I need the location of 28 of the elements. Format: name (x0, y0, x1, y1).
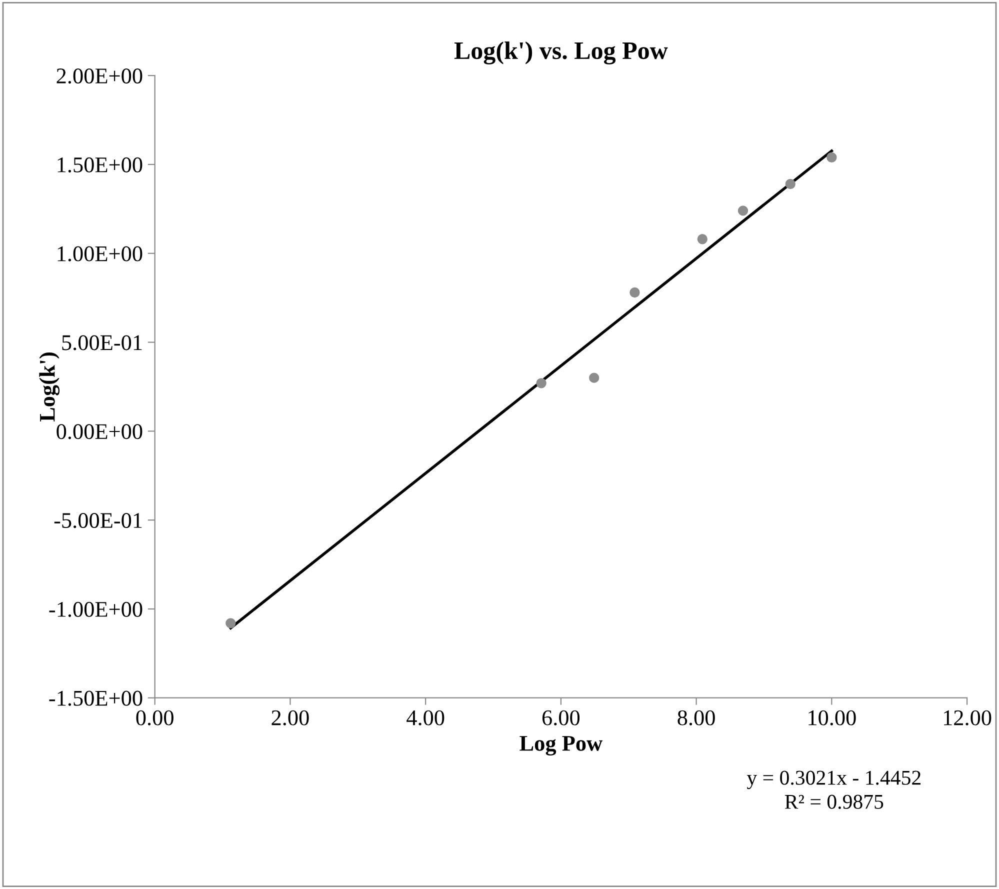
y-tick-label: 2.00E+00 (56, 68, 142, 84)
x-tick-label: 8.00 (678, 710, 715, 726)
text: y = 0.3021x - 1.4452 (746, 770, 920, 790)
y-axis-title: Log(k') (39, 352, 60, 422)
point (630, 287, 640, 298)
y-tick-label: 0.00E+00 (56, 424, 142, 440)
x-axis-title: Log Pow (520, 736, 602, 756)
x-tick-label: 12.00 (944, 710, 992, 726)
point (589, 372, 600, 383)
y-tick-label: 5.00E-01 (62, 335, 142, 350)
x-tick-label: 0.00 (136, 710, 174, 726)
y-tick-label: 1.50E+00 (58, 157, 142, 172)
point (826, 152, 837, 162)
y-tick-label: -5.00E-01 (54, 512, 142, 528)
point (785, 178, 796, 190)
text: R² = 0.9875 (784, 794, 884, 809)
x-tick-label: 4.00 (406, 710, 444, 726)
point (697, 234, 708, 244)
x-tick-label: 2.00 (272, 710, 309, 726)
y-tick-label: -1.50E+00 (49, 690, 142, 706)
point (536, 378, 546, 388)
x-tick-label: 6.00 (542, 710, 580, 726)
x-tick-label: 10.00 (808, 710, 856, 726)
chart-title: Log(k') vs. Log Pow (454, 42, 668, 64)
y-tick-label: -1.00E+00 (49, 602, 142, 617)
point (738, 206, 748, 216)
y-tick-label: 1.00E+00 (58, 246, 142, 262)
point (226, 618, 236, 628)
